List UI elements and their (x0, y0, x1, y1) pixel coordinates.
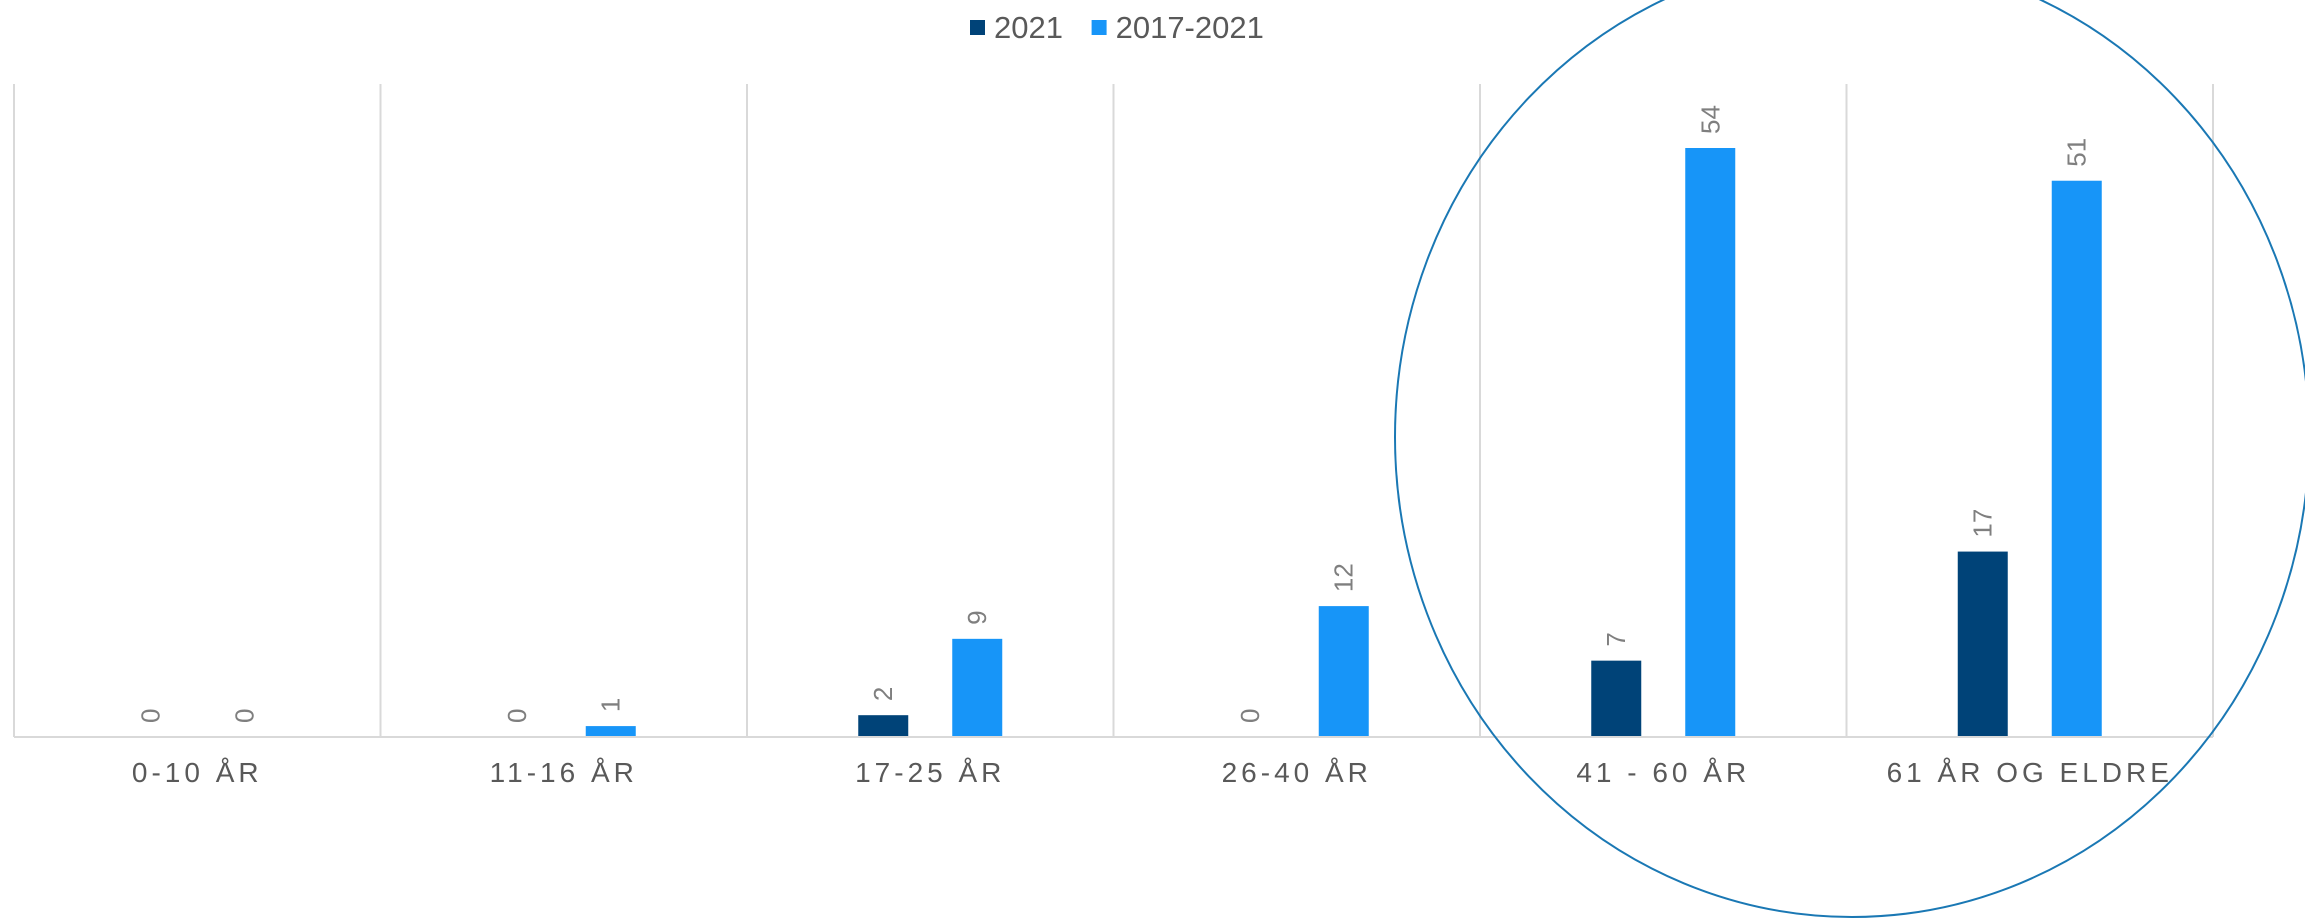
x-tick-label: 17-25 ÅR (855, 757, 1005, 788)
bar (952, 638, 1003, 737)
data-label: 2 (868, 687, 898, 701)
bar (1591, 660, 1642, 737)
bar (858, 715, 909, 737)
data-labels: 0 0 2 0 7 17 0 1 9 12 54 51 (135, 105, 2092, 723)
bar (1685, 148, 1736, 737)
data-label: 12 (1329, 563, 1359, 592)
x-tick-label: 61 ÅR OG ELDRE (1887, 757, 2173, 788)
legend-swatch (1091, 20, 1107, 35)
bars (585, 148, 2102, 737)
data-label: 54 (1695, 105, 1725, 134)
legend: 2021 2017-2021 (970, 10, 1264, 45)
category-gridlines (13, 84, 2214, 737)
legend-label: 2021 (994, 10, 1063, 45)
bar (1318, 606, 1369, 737)
bar (2051, 180, 2102, 737)
data-label: 0 (229, 709, 259, 723)
x-tick-label: 41 - 60 ÅR (1576, 757, 1750, 788)
data-label: 51 (2062, 138, 2092, 167)
data-label: 17 (1968, 509, 1998, 538)
x-tick-label: 11-16 ÅR (490, 757, 638, 788)
data-label: 7 (1601, 632, 1631, 646)
data-label: 0 (135, 709, 165, 723)
x-axis-tick-labels: 0-10 ÅR 11-16 ÅR 17-25 ÅR 26-40 ÅR 41 - 60 Å… (132, 757, 2173, 788)
data-label: 0 (502, 709, 532, 723)
highlight-circle (1394, 0, 2305, 918)
legend-swatch (970, 20, 985, 35)
x-tick-label: 0-10 ÅR (132, 757, 263, 788)
data-label: 9 (962, 610, 992, 624)
bar (1957, 551, 2008, 737)
x-tick-label: 26-40 ÅR (1222, 757, 1372, 788)
data-label: 0 (1235, 709, 1265, 723)
bar (585, 726, 636, 737)
data-label: 1 (596, 698, 626, 712)
legend-label: 2017-2021 (1116, 10, 1264, 45)
